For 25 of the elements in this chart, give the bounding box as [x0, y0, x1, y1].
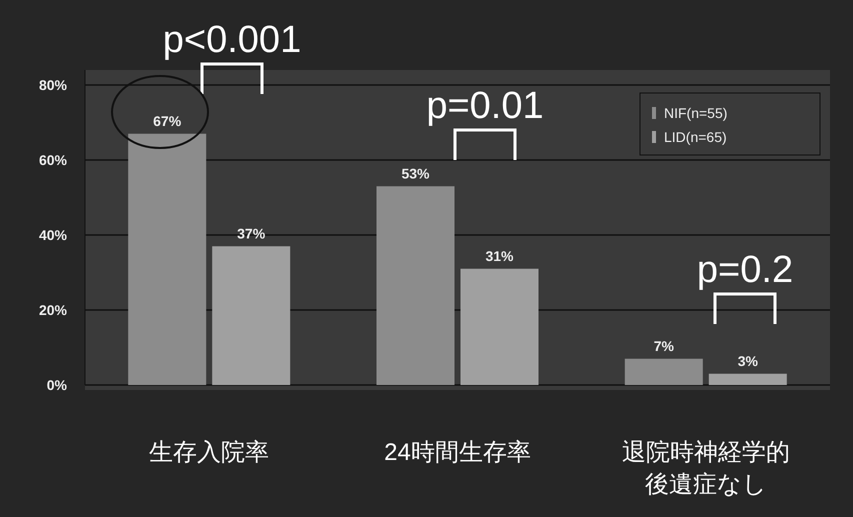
- data-label: 67%: [153, 112, 182, 129]
- data-label: 37%: [237, 225, 266, 242]
- legend-label: NIF(n=55): [664, 105, 728, 121]
- y-tick-label: 60%: [38, 152, 68, 168]
- y-tick-label: 0%: [46, 377, 68, 393]
- x-tick-label: 退院時神経学的後遺症なし: [622, 439, 790, 498]
- bar: [376, 186, 454, 385]
- bar: [624, 358, 703, 385]
- bar: [460, 268, 538, 385]
- data-label: 53%: [401, 165, 430, 182]
- bar: [128, 134, 206, 385]
- text: p<0.001: [162, 19, 302, 61]
- data-label: 3%: [738, 352, 758, 369]
- x-tick-label: 生存入院率: [149, 439, 270, 466]
- bar: [708, 374, 787, 385]
- data-label: 31%: [485, 248, 514, 264]
- y-tick-label: 80%: [38, 77, 68, 93]
- y-tick-label: 20%: [38, 302, 68, 318]
- x-tick-label: 24時間生存率: [384, 439, 531, 466]
- annotation: p=0.01: [426, 85, 544, 127]
- bar: [212, 246, 290, 385]
- data-label: 7%: [654, 338, 674, 354]
- y-tick-label: 40%: [38, 227, 68, 243]
- legend-label: LID(n=65): [664, 129, 727, 145]
- annotation: p=0.2: [696, 249, 794, 291]
